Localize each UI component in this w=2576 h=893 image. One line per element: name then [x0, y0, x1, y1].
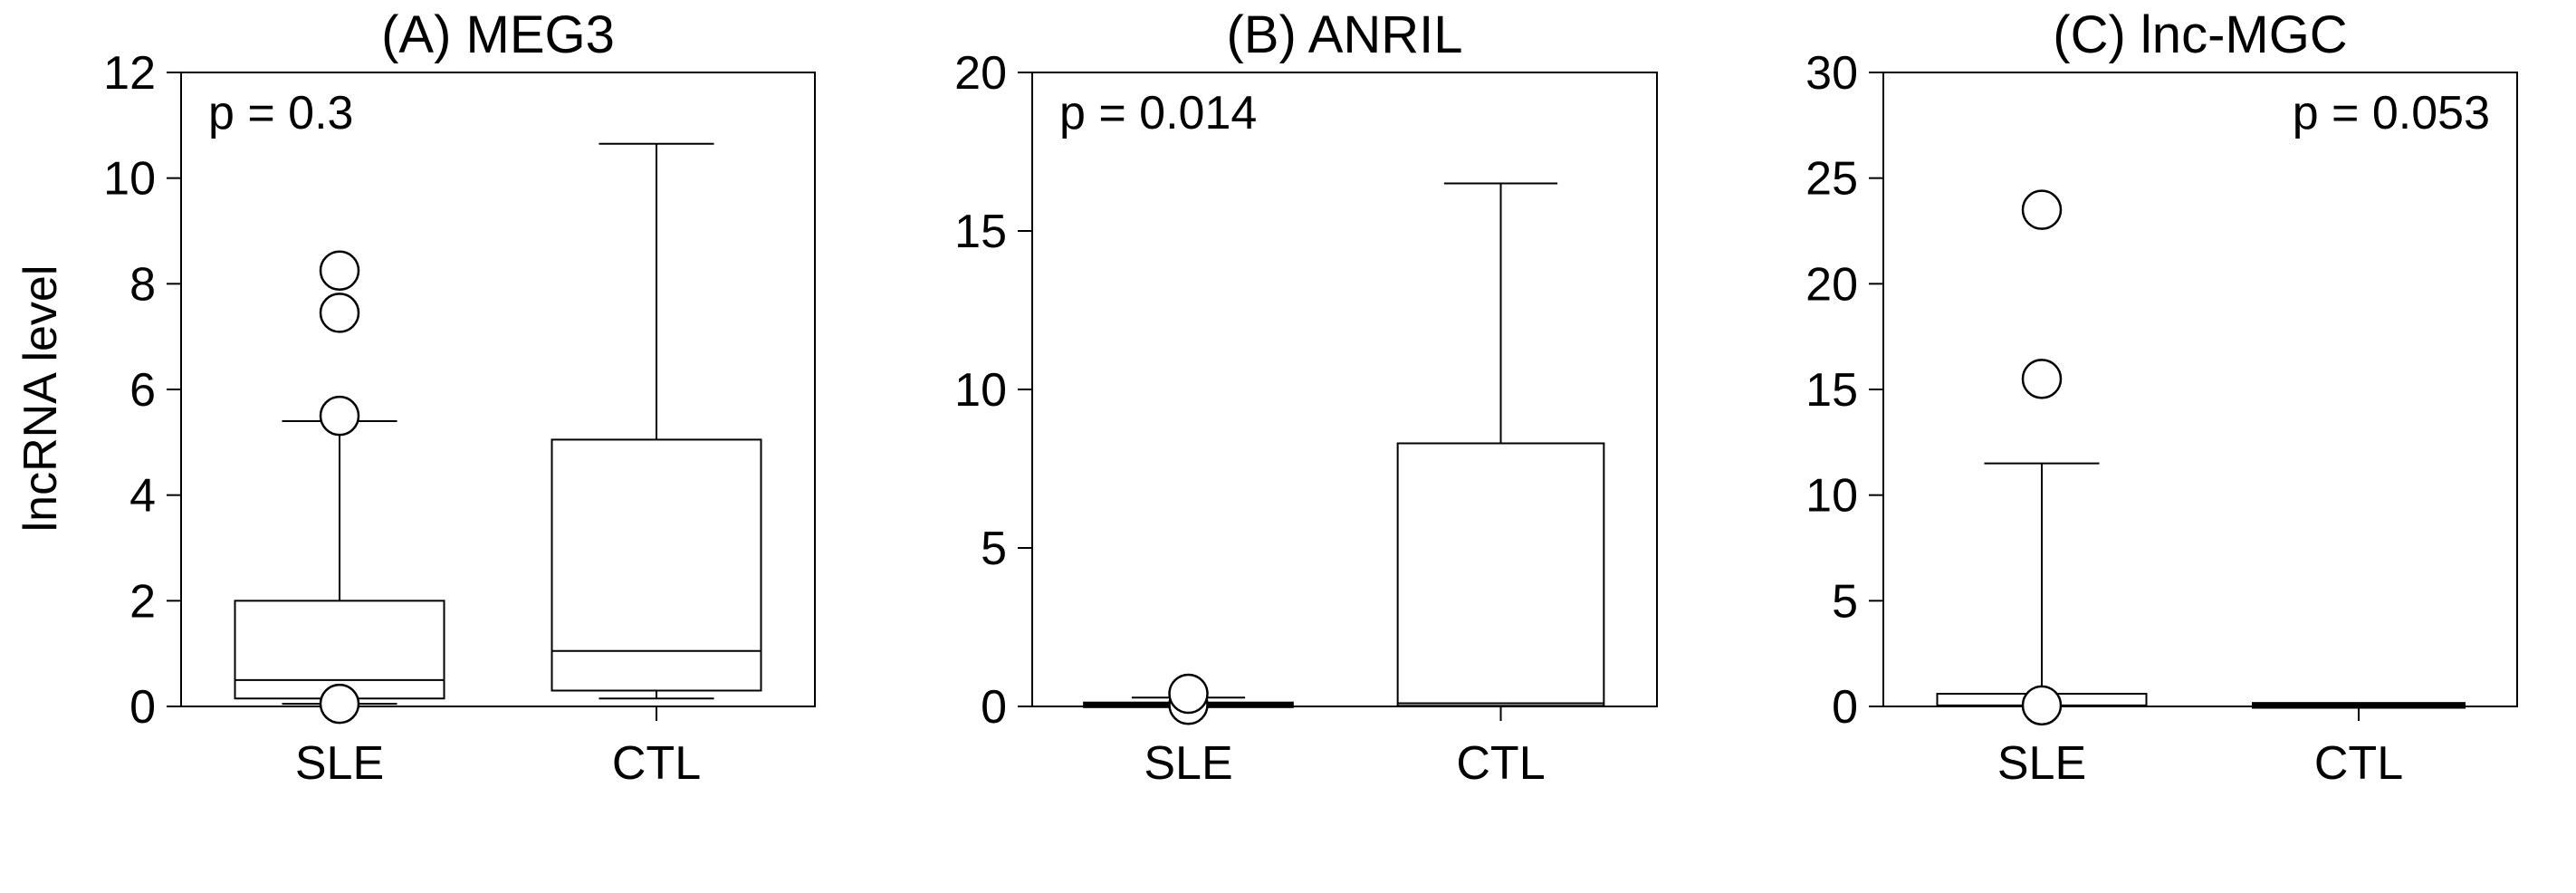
y-tick-label: 30 — [1805, 47, 1858, 100]
plot-frame — [1031, 72, 1658, 707]
box-ctl — [551, 142, 762, 700]
y-tick-label: 10 — [1805, 470, 1858, 523]
y-tick-label: 4 — [129, 470, 156, 523]
x-tick-label: SLE — [1997, 737, 2086, 790]
y-axis-label: lncRNA level — [14, 265, 67, 533]
outlier-point — [319, 683, 360, 725]
box-sle — [1936, 189, 2148, 726]
outlier-point — [2021, 685, 2063, 726]
plot-frame — [1882, 72, 2518, 707]
x-tick-label: SLE — [295, 737, 384, 790]
x-tick-label: CTL — [2314, 737, 2403, 790]
box-sle — [1083, 673, 1294, 725]
y-tick-label: 15 — [1805, 364, 1858, 417]
y-tick-label: 5 — [981, 523, 1007, 575]
y-tick-label: 6 — [129, 364, 156, 417]
panel-title: (B) ANRIL — [1226, 5, 1462, 64]
box-ctl — [2252, 702, 2466, 709]
outlier-point — [319, 250, 360, 291]
outlier-point — [319, 395, 360, 437]
panel-title: (C) lnc-MGC — [2053, 5, 2347, 64]
p-value-annotation: p = 0.3 — [208, 87, 353, 139]
y-tick-label: 5 — [1832, 575, 1858, 628]
chart-panel-3: (C) lnc-MGC 0 5 10 15 20 25 30 SLE CTL p = 0.053 — [1805, 5, 2518, 790]
chart-panel-1: (A) MEG3 0 2 4 6 8 10 12 SLE CTL p = 0.3 — [103, 5, 816, 790]
y-tick-label: 10 — [103, 153, 156, 206]
y-tick-label: 12 — [103, 47, 156, 100]
x-tick-label: CTL — [1456, 737, 1545, 790]
outlier-point — [2021, 189, 2063, 230]
x-tick-label: SLE — [1144, 737, 1232, 790]
box-sle — [234, 250, 445, 725]
outlier-point — [319, 293, 360, 333]
box-iqr — [1396, 442, 1605, 707]
y-tick-label: 0 — [981, 681, 1007, 734]
y-tick-label: 20 — [954, 47, 1007, 100]
p-value-annotation: p = 0.014 — [1059, 87, 1257, 139]
y-tick-label: 2 — [129, 575, 156, 628]
y-tick-label: 0 — [129, 681, 156, 734]
y-tick-label: 10 — [954, 364, 1007, 417]
y-tick-label: 15 — [954, 206, 1007, 258]
y-tick-label: 25 — [1805, 153, 1858, 206]
y-tick-label: 0 — [1832, 681, 1858, 734]
outlier-point — [1168, 673, 1209, 715]
y-tick-label: 8 — [129, 258, 156, 311]
x-tick-label: CTL — [612, 737, 701, 790]
plot-frame — [180, 72, 816, 707]
panel-title: (A) MEG3 — [381, 5, 615, 64]
y-tick-label: 20 — [1805, 258, 1858, 311]
outlier-point — [2021, 359, 2063, 399]
box-ctl — [1396, 182, 1605, 707]
box-iqr — [551, 438, 762, 692]
p-value-annotation: p = 0.053 — [2293, 87, 2490, 139]
chart-panel-2: (B) ANRIL 0 5 10 15 20 SLE CTL p = 0.014 — [954, 5, 1658, 790]
